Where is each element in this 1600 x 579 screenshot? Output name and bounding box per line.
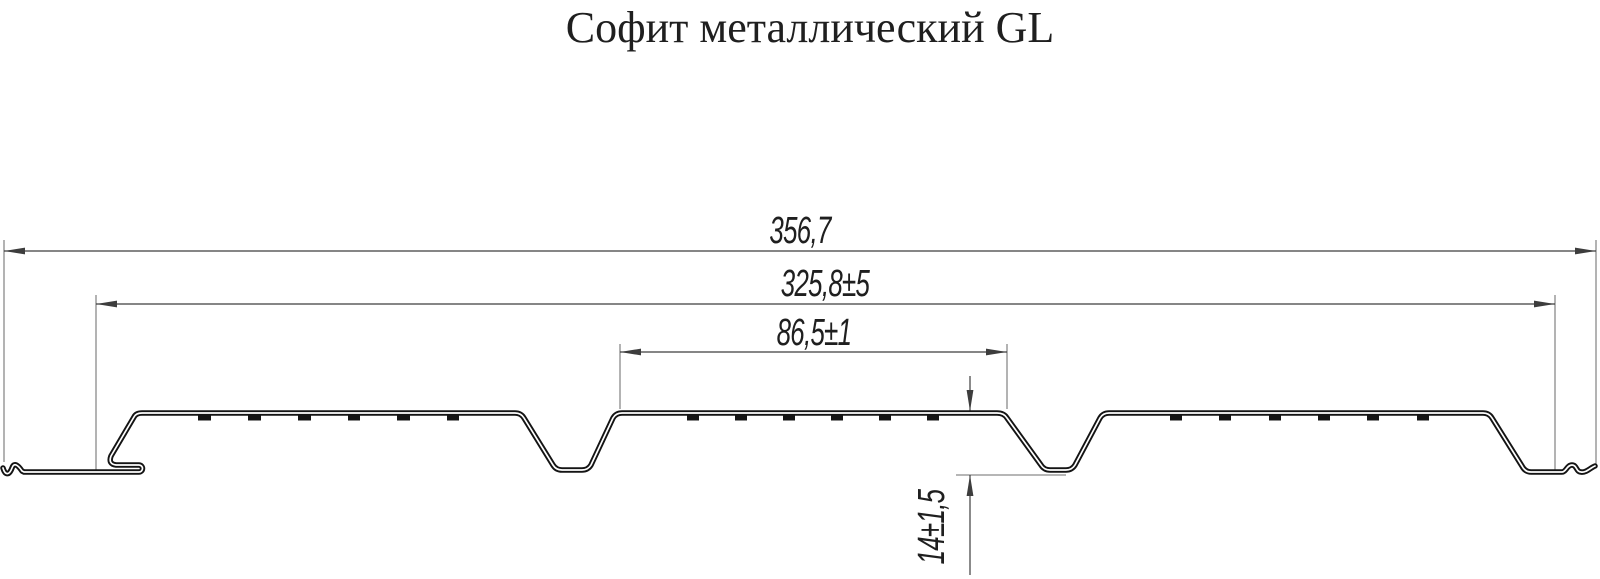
perforation-mark xyxy=(1318,415,1330,421)
perforation-mark xyxy=(298,415,311,421)
perforation-mark xyxy=(198,415,211,421)
arrow-left-icon xyxy=(4,247,25,255)
perforation-mark xyxy=(1170,415,1182,421)
perforation-mark xyxy=(783,415,795,421)
perforation-mark xyxy=(927,415,939,421)
perforation-mark xyxy=(348,415,360,421)
arrow-up-icon xyxy=(966,475,974,496)
perforation-marks xyxy=(198,415,1429,421)
drawing-title: Софит металлический GL xyxy=(565,3,1055,52)
dimension-depth-label: 14±1,5 xyxy=(910,488,952,564)
dimension-overall-width: 356,7 xyxy=(4,209,1596,255)
perforation-mark xyxy=(397,415,410,421)
perforation-mark xyxy=(1367,415,1379,421)
arrow-right-icon xyxy=(986,348,1007,356)
arrow-left-icon xyxy=(96,300,117,308)
perforation-mark xyxy=(687,415,699,421)
dimension-cover-width: 325,8±5 xyxy=(96,262,1555,308)
dimension-rib-pitch: 86,5±1 xyxy=(620,311,1007,356)
profile-sheet xyxy=(0,410,1598,477)
soffit-profile-outline xyxy=(0,410,1598,477)
extension-lines xyxy=(3,240,1597,476)
perforation-mark xyxy=(248,415,261,421)
arrow-left-icon xyxy=(620,348,641,356)
dimension-cover-label: 325,8±5 xyxy=(781,262,871,304)
perforation-mark xyxy=(735,415,747,421)
perforation-mark xyxy=(831,415,843,421)
dimension-depth: 14±1,5 xyxy=(910,376,974,575)
profile-sheet-core xyxy=(2,412,1596,475)
perforation-mark xyxy=(1417,415,1429,421)
perforation-mark xyxy=(1219,415,1231,421)
perforation-mark xyxy=(1269,415,1281,421)
arrow-right-icon xyxy=(1575,247,1596,255)
dimension-rib-label: 86,5±1 xyxy=(777,311,852,353)
arrow-down-icon xyxy=(966,390,974,411)
perforation-mark xyxy=(879,415,891,421)
arrow-right-icon xyxy=(1534,300,1555,308)
dimension-overall-label: 356,7 xyxy=(769,209,832,251)
perforation-mark xyxy=(447,415,459,421)
